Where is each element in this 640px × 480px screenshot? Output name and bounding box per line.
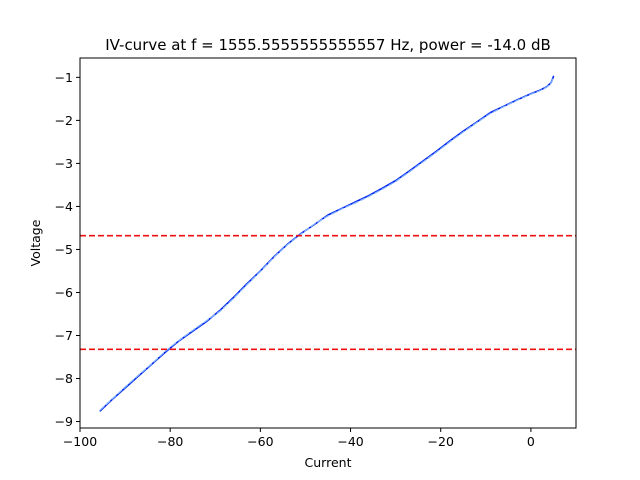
y-axis: −9 −8 −7 −6 −5 −4 −3 −2 −1 bbox=[55, 70, 80, 429]
x-tick-label: −80 bbox=[157, 434, 183, 449]
plot-frame bbox=[79, 57, 577, 429]
y-tick-label: −6 bbox=[55, 285, 73, 300]
chart-title: IV-curve at f = 1555.5555555555557 Hz, p… bbox=[105, 36, 551, 54]
x-tick-label: −60 bbox=[247, 434, 273, 449]
x-tick-label: −40 bbox=[337, 434, 363, 449]
y-tick-label: −3 bbox=[55, 156, 73, 171]
plot-area bbox=[79, 57, 577, 429]
y-tick-label: −9 bbox=[55, 414, 73, 429]
reference-lines bbox=[80, 234, 576, 351]
x-tick-label: −20 bbox=[428, 434, 454, 449]
y-tick-label: −2 bbox=[55, 113, 73, 128]
x-tick-label: 0 bbox=[527, 434, 535, 449]
x-axis-label: Current bbox=[305, 455, 352, 470]
fit-curve-dashed bbox=[99, 76, 555, 411]
y-tick-label: −5 bbox=[55, 242, 73, 257]
y-tick-label: −1 bbox=[55, 70, 73, 85]
x-tick-label: −100 bbox=[63, 434, 97, 449]
y-tick-label: −7 bbox=[55, 328, 73, 343]
x-axis: −100 −80 −60 −40 −20 0 bbox=[63, 428, 535, 449]
y-axis-label: Voltage bbox=[28, 219, 43, 266]
series-layer bbox=[99, 75, 555, 412]
y-tick-label: −4 bbox=[55, 199, 73, 214]
y-tick-label: −8 bbox=[55, 371, 73, 386]
